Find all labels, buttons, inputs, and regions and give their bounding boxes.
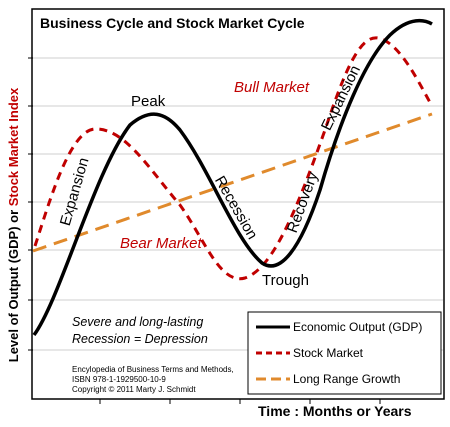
gdp-curve [32, 18, 433, 337]
citation-line-3: Copyright © 2011 Marty J. Schmidt [72, 385, 196, 394]
legend-label-gdp: Economic Output (GDP) [293, 320, 422, 334]
x-axis-ticks [99, 399, 381, 404]
citation-line-1: Encylopedia of Business Terms and Method… [72, 365, 234, 374]
expansion-left-label: Expansion [57, 156, 93, 228]
trough-label: Trough [262, 272, 309, 289]
stock-market-curve [33, 36, 434, 281]
diagram-title: Business Cycle and Stock Market Cycle [40, 15, 305, 31]
x-axis-label: Time : Months or Years [258, 403, 412, 419]
y-axis-label-part2: Stock Market Index [6, 87, 21, 206]
y-axis-label: Level of Output (GDP) or Stock Market In… [6, 87, 21, 362]
long-range-growth-line [32, 112, 433, 253]
legend: Economic Output (GDP) Stock Market Long … [247, 311, 442, 395]
peak-label: Peak [131, 93, 166, 110]
citation-line-2: ISBN 978-1-1929500-10-9 [72, 375, 166, 384]
note-line-1: Severe and long-lasting [72, 315, 203, 329]
recession-label: Recession [211, 173, 261, 242]
bear-market-label: Bear Market [120, 235, 203, 252]
legend-label-stock: Stock Market [293, 346, 364, 360]
y-axis-label-part1: Level of Output (GDP) or [6, 206, 21, 362]
bull-market-label: Bull Market [234, 79, 310, 96]
horizontal-gridlines [33, 57, 443, 351]
y-axis-ticks [28, 57, 33, 351]
plot-frame [31, 8, 445, 400]
note-line-2: Recession = Depression [72, 332, 208, 346]
legend-label-growth: Long Range Growth [293, 372, 400, 386]
